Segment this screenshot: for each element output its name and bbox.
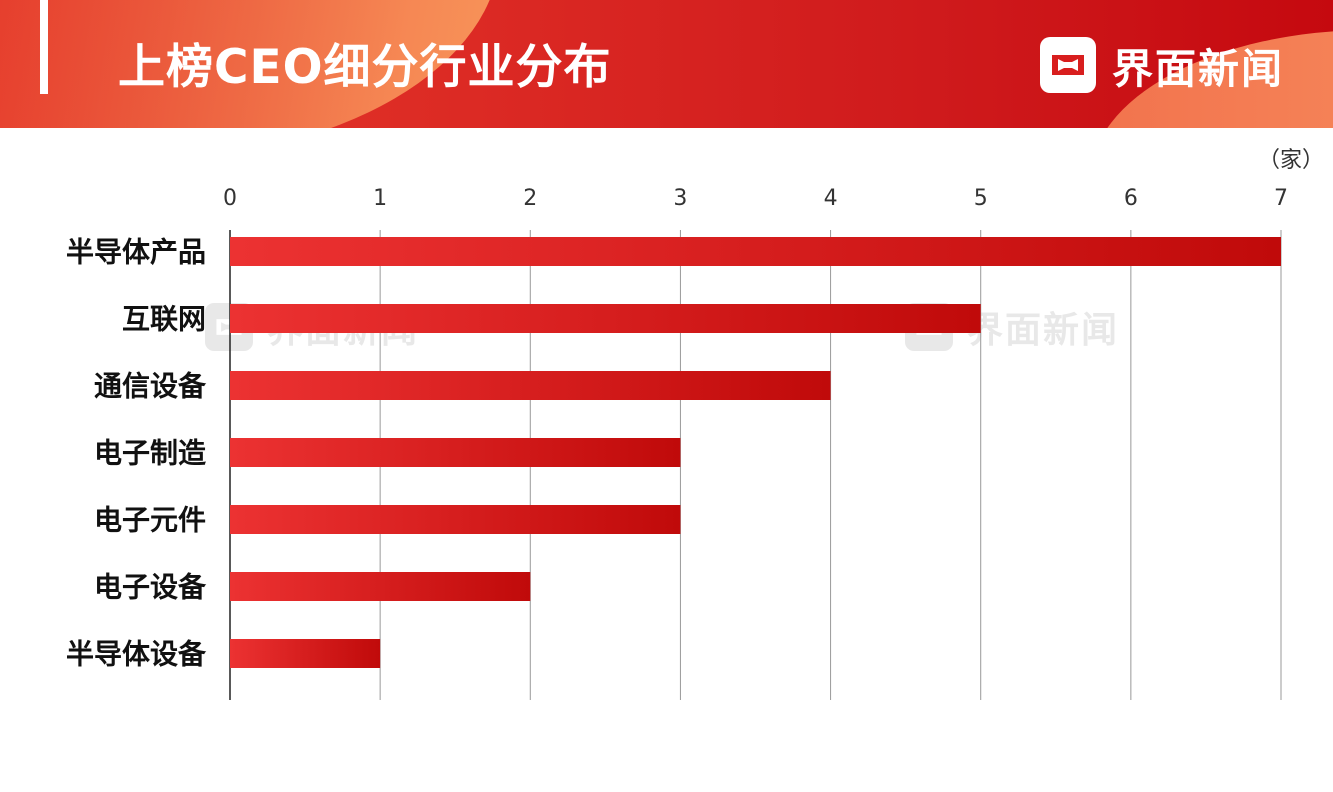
category-label: 半导体设备 [66, 638, 207, 671]
brand: 界面新闻 [1040, 36, 1284, 94]
x-tick-label: 2 [523, 186, 537, 211]
bar [230, 505, 681, 534]
x-tick-label: 1 [373, 186, 387, 211]
x-tick-label: 6 [1124, 186, 1138, 211]
x-tick-label: 5 [974, 186, 988, 211]
bar [230, 639, 381, 668]
category-label: 电子元件 [94, 504, 206, 537]
header-banner: 上榜CEO细分行业分布 界面新闻 [0, 0, 1333, 128]
brand-logo-icon [1040, 37, 1096, 93]
header-accent-bar [40, 0, 48, 94]
category-label: 半导体产品 [66, 236, 206, 269]
bar [230, 237, 1281, 266]
category-label: 电子设备 [94, 571, 207, 604]
category-label: 互联网 [122, 303, 206, 336]
category-label: 通信设备 [94, 370, 207, 403]
bar [230, 572, 531, 601]
x-tick-label: 3 [673, 186, 687, 211]
x-tick-label: 7 [1274, 186, 1288, 211]
page-title: 上榜CEO细分行业分布 [118, 40, 612, 95]
bar [230, 304, 981, 333]
unit-label: （家） [1258, 148, 1325, 173]
x-tick-label: 0 [223, 186, 237, 211]
category-label: 电子制造 [94, 437, 206, 470]
x-tick-label: 4 [824, 186, 838, 211]
bar [230, 371, 831, 400]
brand-name: 界面新闻 [1112, 45, 1284, 93]
bar [230, 438, 681, 467]
